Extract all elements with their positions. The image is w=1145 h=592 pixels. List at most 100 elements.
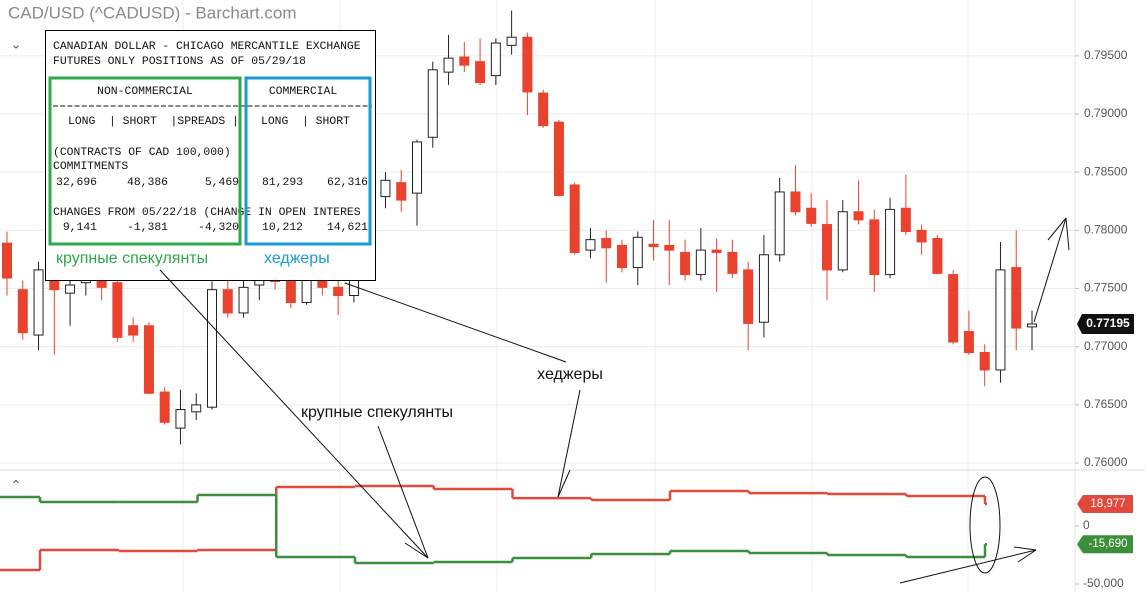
candle-body bbox=[885, 208, 896, 276]
arrow-line bbox=[1017, 549, 1037, 563]
y-tick-label: 0.77500 bbox=[1084, 281, 1128, 295]
arrow-line bbox=[557, 389, 581, 498]
report-note: (CONTRACTS OF CAD 100,000) bbox=[53, 147, 231, 159]
cell: 10,212 bbox=[262, 222, 303, 234]
candle-body bbox=[2, 242, 12, 279]
candle-body bbox=[743, 269, 754, 324]
value-label: -15,690 bbox=[1088, 538, 1127, 550]
report-text: CANADIAN DOLLAR - CHICAGO MERCANTILE EXC… bbox=[53, 41, 372, 234]
highlight-ellipse bbox=[969, 476, 1001, 574]
candle-body bbox=[553, 121, 564, 196]
candle-body bbox=[869, 219, 880, 276]
arrow-line bbox=[159, 269, 429, 559]
arrow-line bbox=[557, 469, 571, 498]
candle-body bbox=[664, 244, 675, 251]
price-labels: 0.77195 18,977 -15,690 bbox=[1077, 313, 1134, 554]
candle-body bbox=[695, 249, 706, 276]
candle-body bbox=[396, 182, 407, 201]
y-tick-label: 0.78500 bbox=[1084, 164, 1128, 178]
candle-body bbox=[17, 289, 28, 334]
chart-title: CAD/USD (^CADUSD) - Barchart.com bbox=[8, 3, 297, 22]
candle-body bbox=[333, 286, 344, 296]
candle-body bbox=[680, 251, 691, 276]
candle-body bbox=[617, 244, 627, 269]
candle-body bbox=[727, 251, 738, 274]
arrow-line bbox=[1065, 217, 1070, 251]
value-tag bbox=[1077, 535, 1133, 554]
candle-body bbox=[522, 36, 533, 93]
cell: 5,469 bbox=[205, 177, 239, 189]
candle-body bbox=[301, 277, 312, 303]
candle-body bbox=[475, 61, 486, 84]
candle-body bbox=[128, 325, 139, 336]
report-frame bbox=[45, 30, 376, 281]
cell: 62,316 bbox=[327, 177, 368, 189]
candle-body bbox=[1011, 267, 1022, 329]
candle-body bbox=[33, 269, 44, 336]
y-tick-label: 0.79500 bbox=[1084, 48, 1128, 62]
candle-body bbox=[490, 42, 501, 77]
cell: -1,381 bbox=[127, 222, 168, 234]
candle-body bbox=[790, 191, 801, 213]
candle-body bbox=[285, 279, 296, 303]
candle-body bbox=[900, 207, 911, 233]
row-label: COMMITMENTS bbox=[53, 161, 128, 173]
arrow-line bbox=[1047, 217, 1067, 241]
candle-body bbox=[585, 239, 596, 251]
collapse-button[interactable]: ⌄ bbox=[11, 36, 22, 51]
annotation-arrows bbox=[159, 217, 1070, 584]
candle-body bbox=[948, 274, 959, 343]
y-tick-label: 0.77000 bbox=[1084, 339, 1128, 353]
candle-body bbox=[632, 236, 643, 269]
candle-body bbox=[822, 224, 832, 271]
y-tick-label: 0.76000 bbox=[1084, 455, 1128, 469]
candle-body bbox=[774, 191, 785, 256]
speculators-frame bbox=[48, 76, 242, 246]
y-tick-label: 0 bbox=[1083, 518, 1090, 532]
hedgers-label: хеджеры bbox=[264, 250, 330, 267]
candle-body bbox=[995, 269, 1006, 371]
cell: 81,293 bbox=[262, 177, 303, 189]
column-subheader: LONG | SHORT bbox=[261, 116, 350, 128]
candle-body bbox=[837, 211, 848, 271]
candle-body bbox=[758, 254, 769, 323]
candle-body bbox=[175, 409, 186, 429]
value-label: 18,977 bbox=[1090, 498, 1125, 510]
hedgers-note: хеджеры bbox=[537, 366, 603, 383]
candle-body bbox=[711, 249, 722, 253]
candle-body bbox=[159, 391, 170, 423]
collapse-button[interactable]: ⌃ bbox=[11, 477, 22, 492]
candle-body bbox=[916, 229, 927, 243]
arrow-line bbox=[404, 542, 429, 559]
candle-body bbox=[207, 289, 217, 408]
candle-body bbox=[143, 325, 154, 394]
candle-body bbox=[380, 179, 391, 198]
report-line: CANADIAN DOLLAR - CHICAGO MERCANTILE EXC… bbox=[53, 41, 361, 53]
arrow-line bbox=[1013, 546, 1037, 551]
row-label: CHANGES FROM 05/22/18 (CHANGE IN OPEN IN… bbox=[53, 207, 361, 219]
candle-body bbox=[427, 69, 438, 138]
last-price-label: 0.77195 bbox=[1086, 316, 1130, 330]
candle-body bbox=[112, 282, 123, 338]
candle-body bbox=[538, 92, 549, 127]
arrow-line bbox=[1033, 217, 1067, 323]
y-tick-label: 0.79000 bbox=[1084, 106, 1128, 120]
arrow-line bbox=[344, 282, 567, 363]
candle-body bbox=[443, 57, 454, 73]
cell: -4,320 bbox=[198, 222, 239, 234]
price-tag bbox=[1077, 313, 1134, 334]
candle-body bbox=[506, 36, 517, 46]
candle-body bbox=[569, 184, 580, 253]
y-tick-label: -50,000 bbox=[1083, 576, 1124, 590]
candle-body bbox=[222, 289, 233, 314]
candle-body bbox=[412, 141, 422, 194]
value-tag bbox=[1077, 495, 1133, 514]
candle-body bbox=[238, 286, 249, 314]
cell: 9,141 bbox=[63, 222, 97, 234]
candle-body bbox=[1027, 323, 1037, 328]
candle-body bbox=[806, 207, 817, 224]
candle-body bbox=[348, 279, 359, 296]
column-header: NON-COMMERCIAL bbox=[97, 86, 193, 98]
y-tick-label: 0.78000 bbox=[1084, 223, 1128, 237]
